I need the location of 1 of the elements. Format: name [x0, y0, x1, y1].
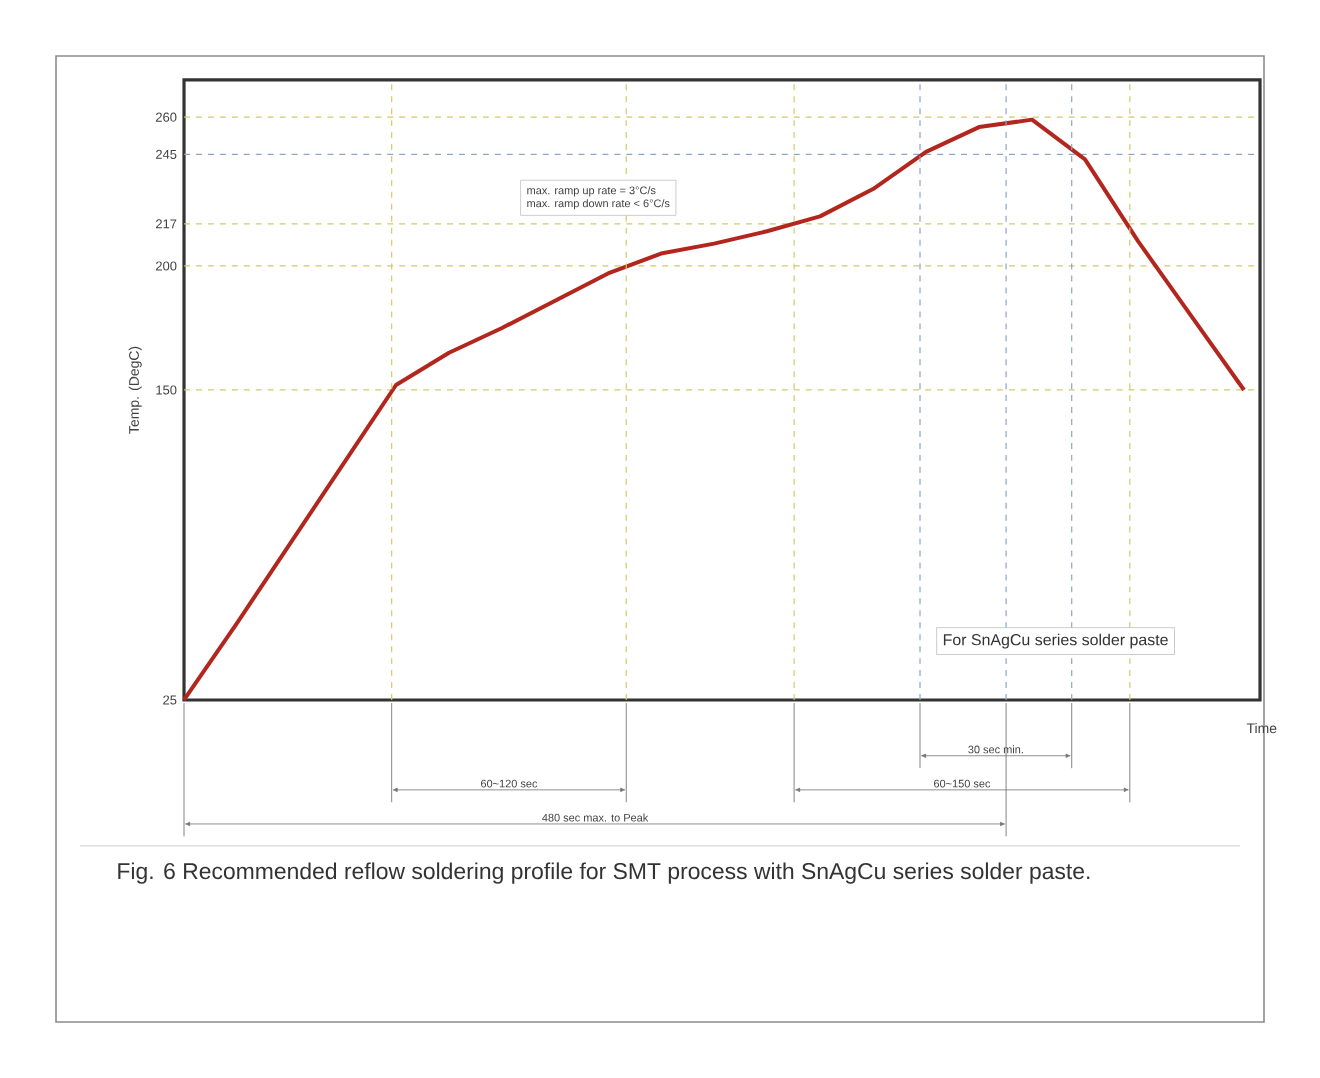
- caption: Fig. 6 Recommended reflow soldering profile for SMT process with SnAgCu series solder paste.: [118, 862, 1090, 884]
